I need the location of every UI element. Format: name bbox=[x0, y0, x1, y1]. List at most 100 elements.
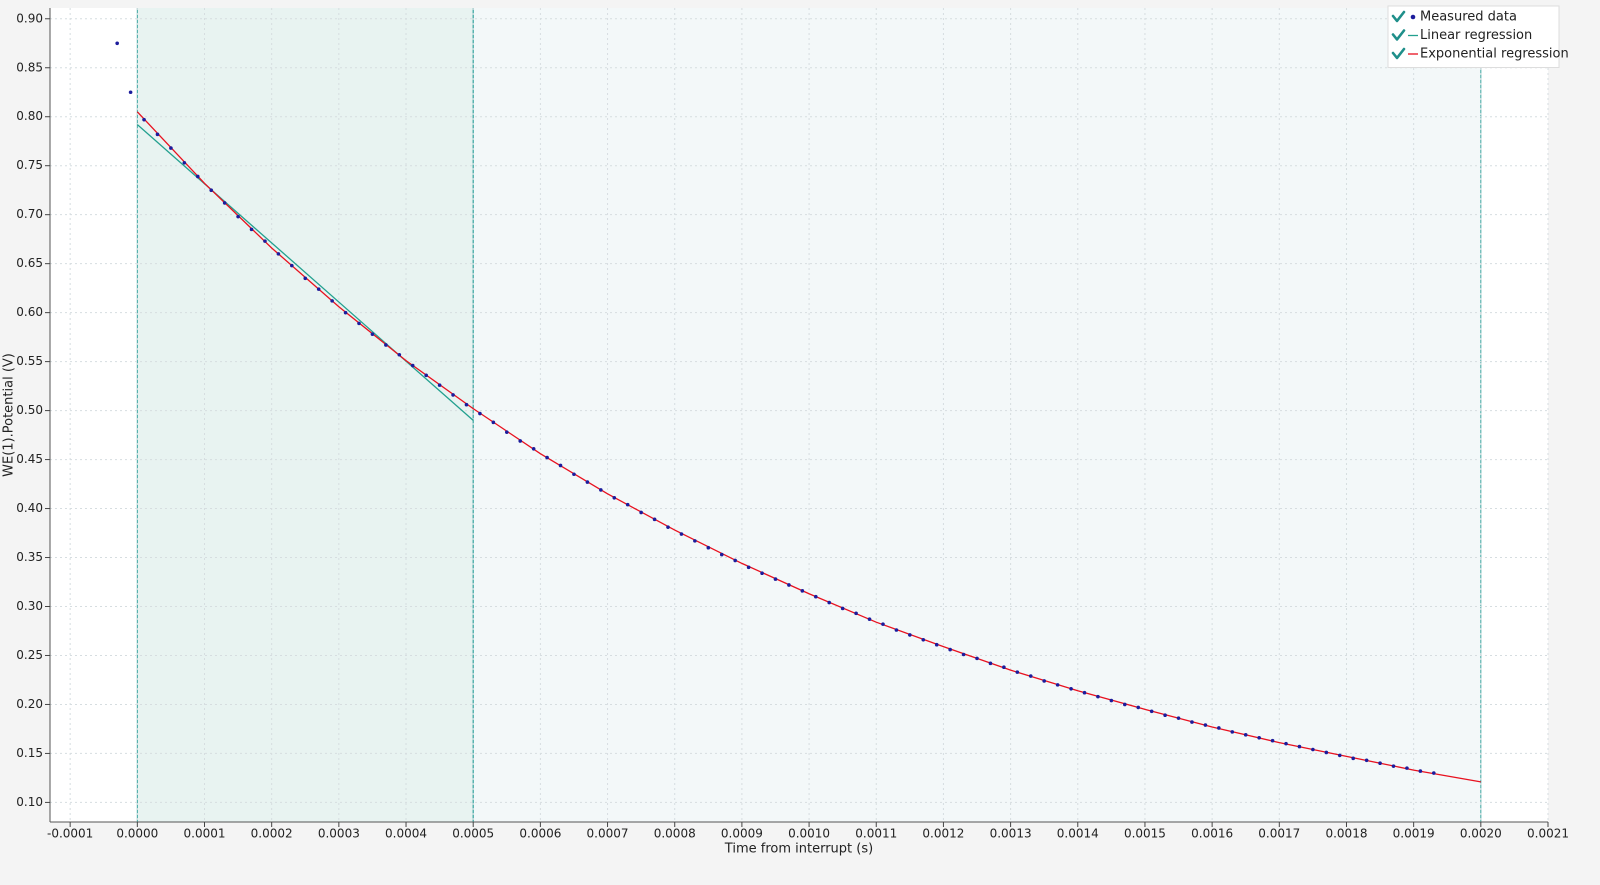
legend-checkbox[interactable] bbox=[1391, 10, 1406, 23]
data-point bbox=[236, 214, 240, 219]
legend-label: Linear regression bbox=[1420, 28, 1532, 43]
data-point bbox=[827, 600, 832, 605]
data-point bbox=[1190, 720, 1194, 724]
x-tick-label: 0.0016 bbox=[1191, 827, 1233, 841]
data-point bbox=[599, 488, 603, 492]
data-point bbox=[1270, 738, 1275, 743]
data-point bbox=[572, 472, 576, 477]
data-point bbox=[988, 661, 993, 666]
data-point bbox=[693, 539, 697, 543]
data-point bbox=[303, 276, 308, 281]
data-point bbox=[491, 420, 496, 425]
data-point bbox=[867, 617, 872, 622]
data-point bbox=[1055, 683, 1060, 687]
data-point bbox=[1337, 753, 1342, 758]
y-tick-label: 0.50 bbox=[16, 403, 43, 417]
data-point bbox=[504, 430, 509, 434]
data-point bbox=[652, 517, 657, 522]
x-tick-label: 0.0009 bbox=[721, 827, 763, 841]
data-point bbox=[1284, 741, 1288, 746]
marks bbox=[115, 41, 1481, 783]
data-point bbox=[478, 411, 482, 416]
legend-checkbox[interactable] bbox=[1391, 47, 1406, 60]
y-tick-label: 0.25 bbox=[16, 648, 43, 662]
data-point bbox=[1230, 730, 1235, 734]
x-tick-label: 0.0007 bbox=[587, 827, 629, 841]
data-point bbox=[531, 446, 536, 451]
data-point bbox=[1391, 764, 1396, 768]
x-tick-label: 0.0003 bbox=[318, 827, 360, 841]
data-point bbox=[612, 495, 617, 500]
data-point bbox=[706, 545, 711, 550]
legend-swatch bbox=[1410, 14, 1416, 20]
data-point bbox=[182, 160, 187, 165]
data-point bbox=[209, 188, 214, 192]
data-point bbox=[854, 611, 858, 616]
data-point bbox=[1149, 709, 1154, 714]
data-point bbox=[760, 571, 764, 575]
data-point bbox=[975, 656, 979, 661]
region bbox=[137, 8, 474, 822]
x-tick-label: 0.0004 bbox=[385, 827, 427, 841]
data-point bbox=[1122, 702, 1127, 707]
data-point bbox=[894, 628, 899, 632]
x-tick-label: 0.0006 bbox=[519, 827, 561, 841]
data-point bbox=[410, 363, 415, 368]
x-tick-label: 0.0015 bbox=[1124, 827, 1166, 841]
y-tick-label: 0.85 bbox=[16, 60, 43, 74]
y-axis-title: WE(1).Potential (V) bbox=[2, 353, 17, 477]
data-point bbox=[276, 252, 281, 256]
data-point bbox=[719, 552, 724, 557]
data-point bbox=[1311, 747, 1315, 752]
y-tick-label: 0.10 bbox=[16, 795, 43, 809]
data-point bbox=[1297, 744, 1302, 749]
x-axis-title: Time from interrupt (s) bbox=[724, 842, 873, 857]
data-point bbox=[169, 146, 173, 150]
x-tick-label: 0.0012 bbox=[922, 827, 964, 841]
x-tick-label: 0.0002 bbox=[251, 827, 293, 841]
x-tick-label: 0.0010 bbox=[788, 827, 830, 841]
x-tick-label: 0.0014 bbox=[1057, 827, 1099, 841]
y-tick-label: 0.90 bbox=[16, 11, 43, 25]
axes: -0.0001 0.0000 0.0001 0.0002 0.0003 0.0004 0.0… bbox=[16, 8, 1569, 841]
data-point bbox=[384, 343, 388, 347]
data-point bbox=[1136, 705, 1141, 710]
data-point bbox=[437, 383, 442, 387]
data-point bbox=[666, 525, 670, 529]
data-point bbox=[625, 502, 630, 507]
data-point bbox=[934, 642, 939, 647]
data-point bbox=[948, 647, 952, 652]
data-point bbox=[908, 633, 912, 637]
data-point bbox=[585, 480, 590, 484]
regions bbox=[136, 8, 1482, 822]
data-point bbox=[1418, 769, 1423, 773]
x-tick-label: 0.0013 bbox=[990, 827, 1032, 841]
y-tick-label: 0.30 bbox=[16, 599, 43, 613]
y-tick-label: 0.65 bbox=[16, 256, 43, 270]
legend-checkbox[interactable] bbox=[1391, 29, 1406, 41]
data-point bbox=[195, 174, 200, 179]
data-point bbox=[1042, 679, 1046, 683]
x-tick-label: 0.0005 bbox=[452, 827, 494, 841]
data-point bbox=[1432, 771, 1436, 775]
data-point bbox=[1082, 690, 1087, 695]
data-point bbox=[1217, 726, 1221, 730]
data-point bbox=[1028, 674, 1033, 678]
grid bbox=[50, 8, 1549, 822]
data-point bbox=[1257, 735, 1261, 740]
data-point bbox=[1324, 750, 1329, 755]
x-tick-label: 0.0017 bbox=[1258, 827, 1300, 841]
y-tick-label: 0.20 bbox=[16, 697, 43, 711]
data-point bbox=[1163, 713, 1167, 718]
y-tick-label: 0.40 bbox=[16, 501, 43, 515]
y-tick-label: 0.55 bbox=[16, 354, 43, 368]
data-point bbox=[639, 510, 643, 515]
y-tick-label: 0.45 bbox=[16, 452, 43, 466]
data-point bbox=[128, 90, 133, 95]
data-point bbox=[1015, 670, 1020, 674]
data-point bbox=[316, 287, 321, 291]
data-point bbox=[263, 239, 267, 243]
data-point bbox=[290, 263, 294, 268]
x-tick-label: 0.0018 bbox=[1325, 827, 1367, 841]
